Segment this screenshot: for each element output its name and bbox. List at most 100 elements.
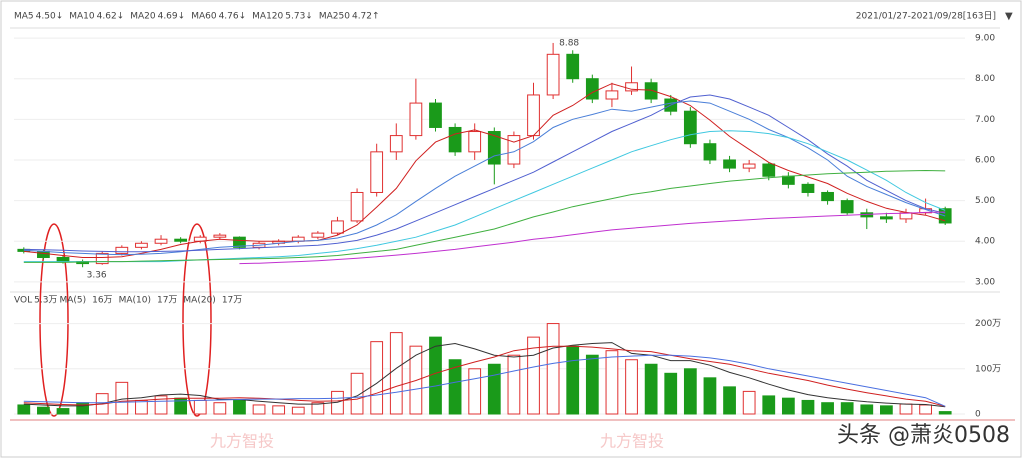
candle-body — [644, 82, 658, 100]
volume-bar — [350, 372, 364, 415]
volume-bar — [880, 405, 893, 415]
volume-bar — [389, 332, 403, 415]
ma-line — [23, 345, 946, 407]
volume-bar — [664, 372, 678, 415]
ma-line — [23, 94, 946, 253]
legend-text: 4.76↓ — [219, 12, 247, 22]
volume-bar — [213, 402, 227, 415]
candle-body — [370, 151, 384, 193]
candle-body — [233, 236, 246, 248]
volume-bar — [938, 411, 952, 415]
y-tick-label: 9.00 — [975, 34, 995, 44]
legend-text: MA(20) — [183, 296, 215, 306]
date-range[interactable]: 2021/01/27-2021/09/28[163日] — [856, 11, 996, 22]
volume-bar — [919, 404, 932, 415]
candle-body — [625, 82, 638, 92]
legend-text: MA250 — [319, 12, 350, 22]
candle-body — [880, 216, 893, 220]
dropdown-icon[interactable]: ▼ — [1005, 11, 1013, 22]
ma-line — [23, 342, 946, 408]
volume-bar — [507, 354, 521, 415]
candle-body — [546, 53, 560, 96]
candle-body — [527, 94, 540, 137]
highlight-ellipse — [39, 223, 69, 417]
volume-bar — [899, 403, 913, 415]
volume-bar — [821, 402, 834, 415]
candle-body — [389, 135, 403, 153]
ma-line — [239, 211, 946, 265]
volume-bar — [605, 350, 619, 415]
volume-bar — [644, 363, 658, 415]
legend-text: 16万 — [92, 296, 112, 306]
legend-text: MA5 — [14, 12, 34, 22]
legend-text: MA120 — [252, 12, 283, 22]
candle-body — [781, 175, 795, 185]
volume-bar — [311, 402, 325, 415]
ma-line — [23, 83, 946, 258]
watermark: 头条 @萧炎0508 — [837, 423, 1010, 448]
volume-bar — [370, 341, 384, 415]
candle-body — [840, 200, 854, 214]
legend-text: 4.72↑ — [352, 12, 380, 22]
legend-text: 17万 — [222, 296, 242, 306]
legend-text: MA(10) — [119, 296, 151, 306]
candle-body — [448, 126, 462, 153]
candle-body — [95, 252, 109, 265]
volume-bar — [625, 359, 638, 415]
volume-bar — [566, 345, 580, 415]
volume-bar — [291, 406, 305, 415]
candle-body — [605, 90, 619, 100]
volume-bar — [272, 405, 286, 415]
legend-text: 5.73↓ — [285, 12, 313, 22]
y-tick-label: 4.00 — [975, 237, 995, 247]
ma-line — [23, 354, 946, 407]
volume-bar — [546, 323, 560, 415]
y-tick-label: 100万 — [975, 364, 1001, 374]
max-label: 8.88 — [559, 38, 579, 48]
y-tick-label: 5.00 — [975, 196, 995, 206]
legend-text: MA(5) — [59, 296, 86, 306]
candle-body — [703, 143, 717, 161]
candle-body — [115, 246, 129, 254]
volume-bar — [56, 408, 70, 415]
volume-bar — [154, 395, 168, 415]
volume-bar — [723, 386, 736, 415]
y-tick-label: 200万 — [975, 319, 1001, 329]
volume-bar — [585, 354, 599, 415]
candle-body — [683, 110, 697, 145]
candle-body — [350, 191, 364, 222]
volume-bar — [703, 377, 717, 415]
candle-body — [723, 159, 736, 169]
volume-bar — [762, 395, 776, 415]
legend-text: 4.50↓ — [36, 12, 64, 22]
candle-body — [507, 135, 521, 165]
volume-bar — [468, 368, 482, 415]
y-tick-label: 7.00 — [975, 115, 995, 125]
candle-body — [331, 220, 344, 234]
candle-body — [135, 242, 148, 248]
volume-bar — [860, 404, 874, 415]
legend-text: MA60 — [191, 12, 217, 22]
candle-body — [429, 102, 442, 128]
candle-body — [409, 102, 423, 137]
candle-body — [56, 256, 70, 263]
legend-text: MA20 — [130, 12, 156, 22]
volume-bar — [193, 399, 207, 415]
volume-bar — [115, 381, 129, 415]
volume-bar — [840, 402, 854, 415]
volume-bar — [781, 397, 795, 415]
legend-text: 4.69↓ — [158, 12, 186, 22]
candle-body — [801, 183, 815, 193]
volume-bar — [487, 363, 501, 415]
ma-line — [23, 100, 946, 256]
volume-bar — [135, 399, 148, 415]
volume-bar — [37, 406, 50, 415]
volume-bar — [233, 399, 246, 415]
watermark: 九方智投 — [600, 432, 664, 451]
candle-body — [742, 163, 756, 169]
volume-bar — [683, 368, 697, 415]
volume-bar — [801, 399, 815, 415]
volume-bar — [527, 336, 540, 415]
volume-bar — [742, 390, 756, 415]
candle-body — [37, 250, 50, 258]
